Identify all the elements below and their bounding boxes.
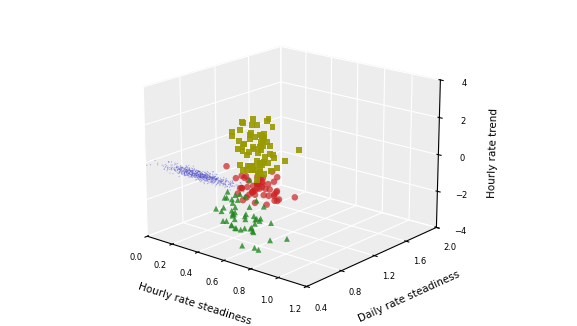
Y-axis label: Daily rate steadiness: Daily rate steadiness [357,270,462,324]
X-axis label: Hourly rate steadiness: Hourly rate steadiness [137,282,252,326]
